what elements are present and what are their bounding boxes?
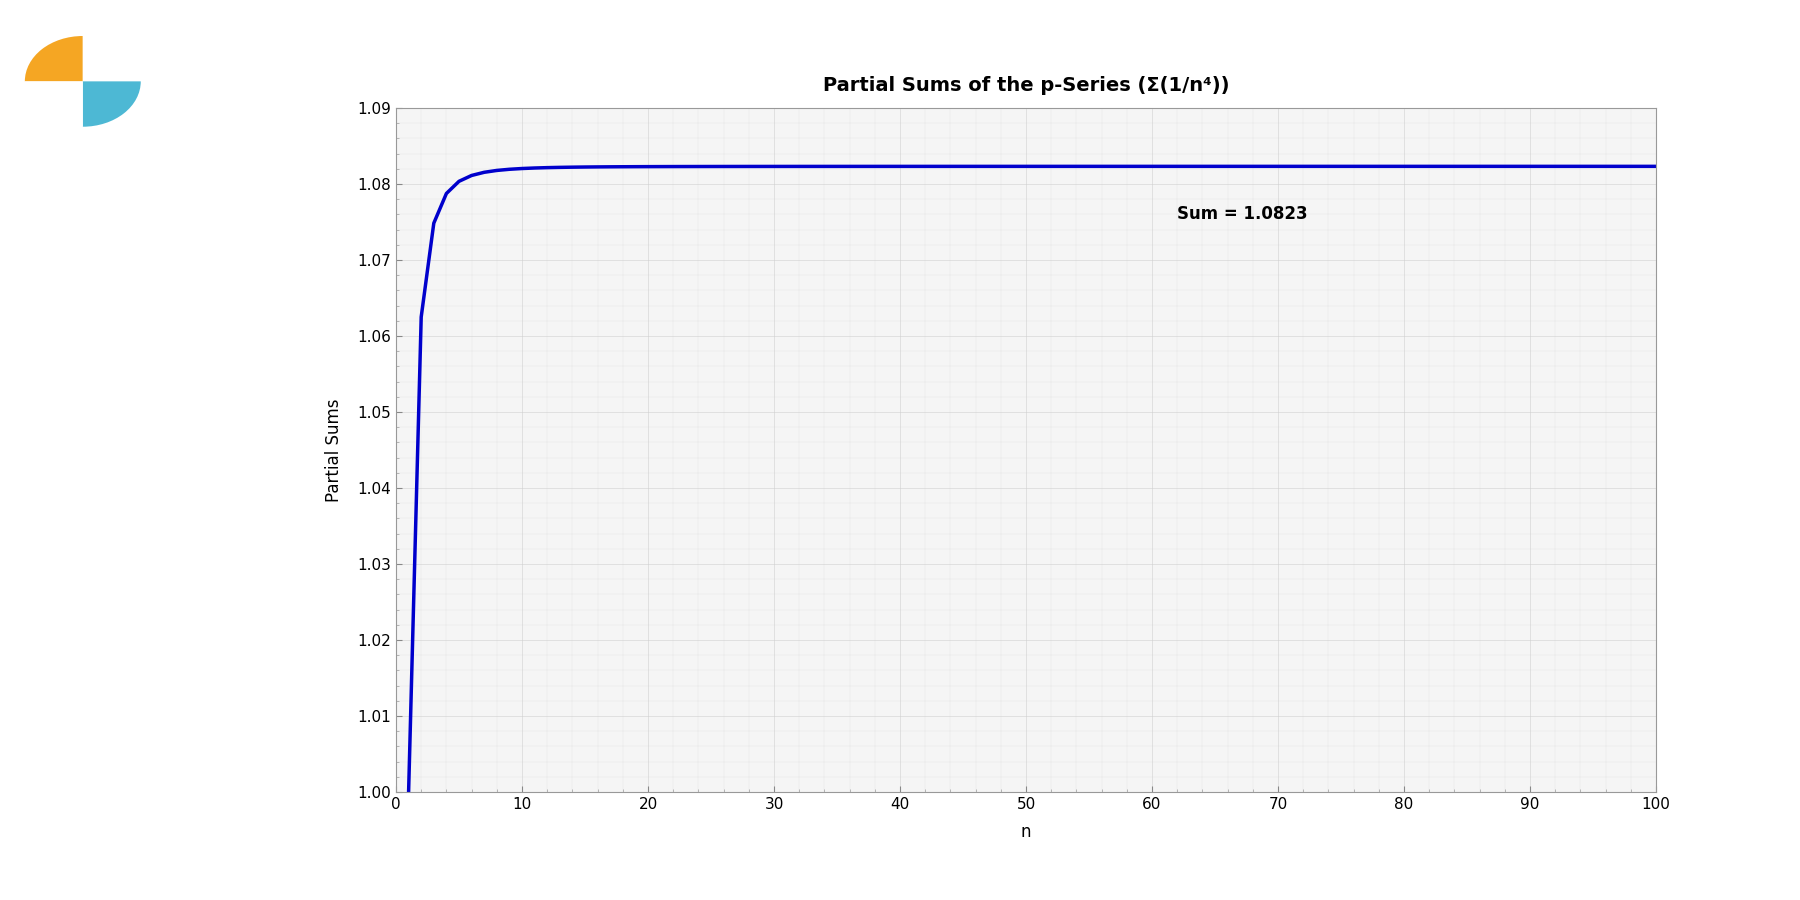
Wedge shape <box>25 36 83 81</box>
Text: STORY OF MATHEMATICS: STORY OF MATHEMATICS <box>74 176 133 181</box>
Text: Sum = 1.0823: Sum = 1.0823 <box>1177 205 1309 223</box>
Title: Partial Sums of the p-Series (Σ(1/n⁴)): Partial Sums of the p-Series (Σ(1/n⁴)) <box>823 76 1229 95</box>
X-axis label: n: n <box>1021 823 1031 841</box>
Wedge shape <box>83 81 140 127</box>
Text: SOM: SOM <box>86 146 121 159</box>
Wedge shape <box>83 36 140 81</box>
Y-axis label: Partial Sums: Partial Sums <box>326 398 344 502</box>
Wedge shape <box>25 81 83 127</box>
